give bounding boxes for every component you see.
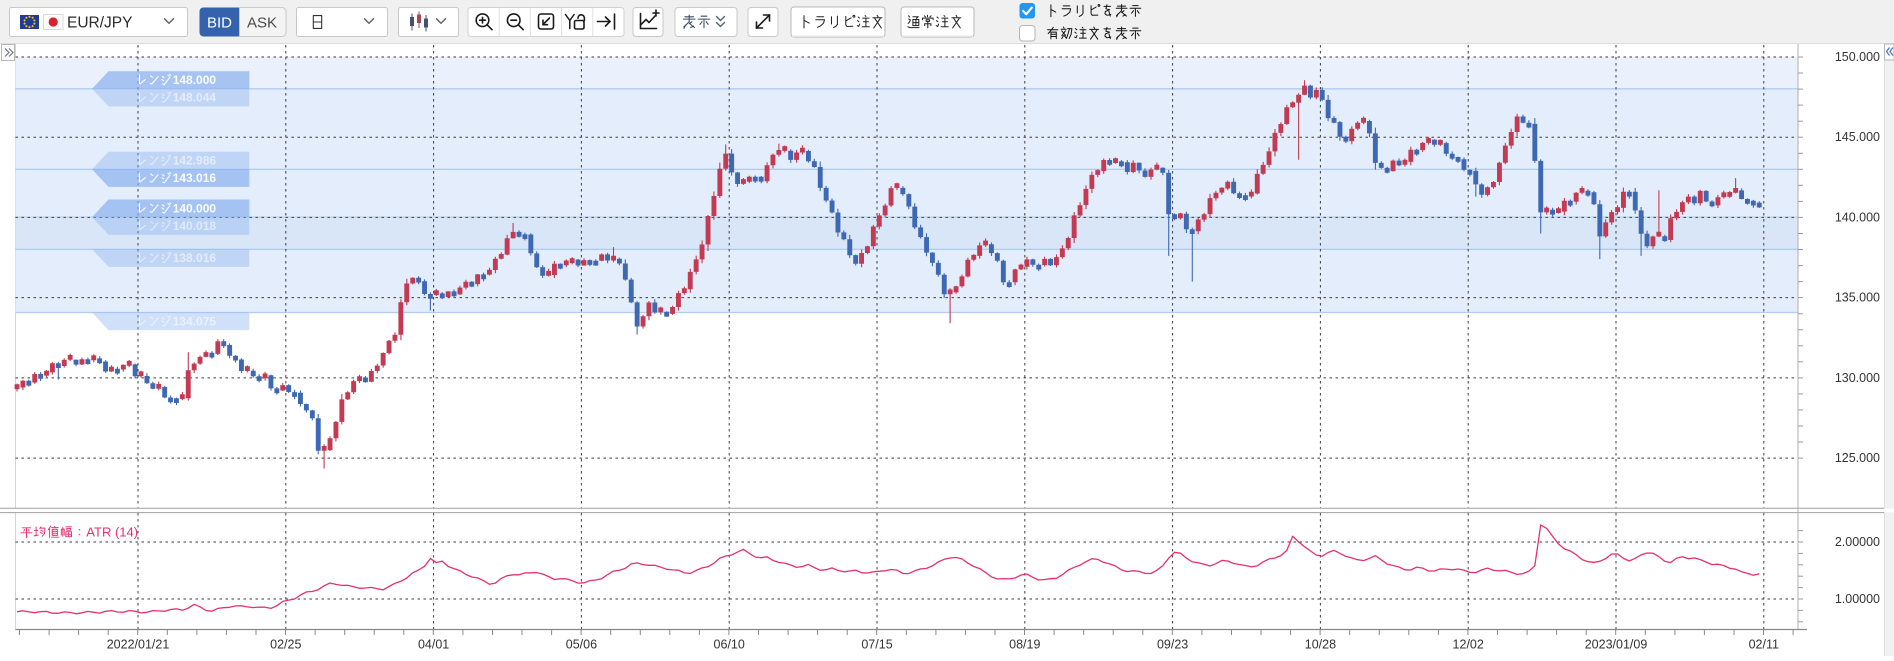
svg-text:140.000: 140.000 bbox=[1835, 210, 1880, 224]
svg-text:ASK: ASK bbox=[247, 15, 277, 32]
svg-text:02/11: 02/11 bbox=[1749, 638, 1779, 652]
svg-text:150.000: 150.000 bbox=[1835, 50, 1880, 64]
svg-text:148.044: 148.044 bbox=[173, 91, 217, 105]
svg-text:2022/01/21: 2022/01/21 bbox=[107, 638, 170, 652]
svg-text:BID: BID bbox=[207, 15, 232, 32]
svg-text:06/10: 06/10 bbox=[714, 638, 745, 652]
svg-text:1.00000: 1.00000 bbox=[1835, 592, 1880, 606]
svg-text:07/15: 07/15 bbox=[861, 638, 892, 652]
svg-text:ATR (14): ATR (14) bbox=[86, 524, 138, 539]
svg-text:12/02: 12/02 bbox=[1453, 638, 1484, 652]
svg-text:143.016: 143.016 bbox=[173, 171, 217, 185]
svg-text:145.000: 145.000 bbox=[1835, 130, 1880, 144]
svg-text:09/23: 09/23 bbox=[1157, 638, 1188, 652]
svg-text:134.075: 134.075 bbox=[173, 314, 217, 328]
svg-text:02/25: 02/25 bbox=[270, 638, 301, 652]
svg-text:2023/01/09: 2023/01/09 bbox=[1585, 638, 1648, 652]
svg-text:05/06: 05/06 bbox=[566, 638, 597, 652]
svg-text:138.016: 138.016 bbox=[173, 251, 217, 265]
svg-text:10/28: 10/28 bbox=[1305, 638, 1336, 652]
svg-text:2.00000: 2.00000 bbox=[1835, 535, 1880, 549]
svg-text:148.000: 148.000 bbox=[173, 73, 217, 87]
svg-text:EUR/JPY: EUR/JPY bbox=[67, 15, 132, 32]
svg-text:140.000: 140.000 bbox=[173, 201, 217, 215]
svg-text:04/01: 04/01 bbox=[418, 638, 449, 652]
svg-text:130.000: 130.000 bbox=[1835, 371, 1880, 385]
svg-text:125.000: 125.000 bbox=[1835, 451, 1880, 465]
svg-text:142.986: 142.986 bbox=[173, 154, 217, 168]
svg-text:140.018: 140.018 bbox=[173, 219, 217, 233]
svg-text:08/19: 08/19 bbox=[1009, 638, 1040, 652]
svg-text:135.000: 135.000 bbox=[1835, 291, 1880, 305]
